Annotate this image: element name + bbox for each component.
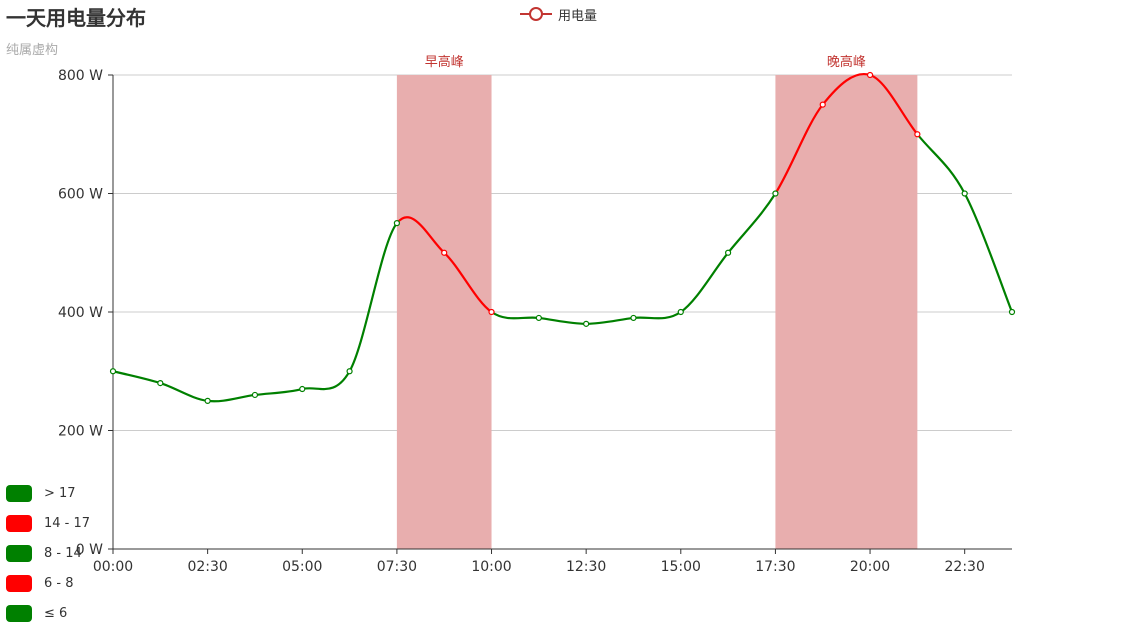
mark-area-label: 早高峰 <box>425 54 464 70</box>
data-point <box>914 131 921 138</box>
data-point <box>819 101 826 108</box>
data-point <box>441 249 448 256</box>
data-point <box>393 220 400 227</box>
y-tick-label: 200 W <box>58 424 103 440</box>
data-point <box>204 397 211 404</box>
series-line-segment <box>301 370 351 391</box>
data-point <box>251 391 259 399</box>
data-point <box>772 190 779 197</box>
y-tick-label: 0 W <box>76 542 103 558</box>
data-point <box>488 308 495 316</box>
y-tick-label: 800 W <box>58 68 103 84</box>
chart-subtitle: 纯属虚构 <box>6 43 59 58</box>
visual-map-label: > 17 <box>44 485 76 501</box>
mark-area <box>775 75 918 549</box>
series-line-segment <box>727 192 777 254</box>
visual-map-item[interactable]: 8 - 14 <box>6 538 90 568</box>
visual-map-label: 8 - 14 <box>44 545 82 561</box>
data-point <box>961 190 968 197</box>
series-line-segment <box>869 73 919 135</box>
x-tick-label: 07:30 <box>377 559 417 575</box>
data-point <box>725 249 732 256</box>
series-line-segment <box>633 311 682 320</box>
series-line-segment <box>112 370 161 385</box>
x-tick-label: 20:00 <box>850 559 890 575</box>
legend-item-usage[interactable]: 用电量 <box>520 4 597 24</box>
visual-map-item[interactable]: 6 - 8 <box>6 568 90 598</box>
visual-map-swatch <box>6 514 32 532</box>
visual-map-legend: > 17 14 - 17 8 - 14 6 - 8 ≤ 6 <box>6 478 90 628</box>
x-tick-label: 02:30 <box>187 559 227 575</box>
mark-area <box>396 75 492 549</box>
data-point <box>157 380 164 387</box>
series-line-segment <box>159 382 208 402</box>
legend-label: 用电量 <box>558 8 598 24</box>
visual-map-swatch <box>6 544 32 562</box>
data-point <box>109 368 117 375</box>
visual-map-label: ≤ 6 <box>44 605 68 621</box>
series-line-segment <box>680 252 729 313</box>
series-line-segment <box>254 387 303 397</box>
series-line-segment <box>538 316 587 325</box>
visual-map-swatch <box>6 574 32 592</box>
data-point <box>677 308 684 316</box>
visual-map-item[interactable]: ≤ 6 <box>6 598 90 628</box>
series-line-segment <box>916 133 966 195</box>
data-point <box>866 71 874 79</box>
visual-map-item[interactable]: 14 - 17 <box>6 508 90 538</box>
visual-map-swatch <box>6 484 32 502</box>
y-tick-label: 400 W <box>58 305 103 321</box>
data-point <box>346 368 353 375</box>
visual-map-label: 6 - 8 <box>44 575 74 591</box>
series-line-segment <box>490 311 539 320</box>
visual-map-label: 14 - 17 <box>44 515 91 531</box>
visual-map-swatch <box>6 604 32 622</box>
x-tick-label: 12:30 <box>566 559 606 575</box>
x-tick-label: 17:30 <box>755 559 795 575</box>
visual-map-item[interactable]: > 17 <box>6 478 90 508</box>
x-tick-label: 00:00 <box>93 559 133 575</box>
mark-area-label: 晚高峰 <box>827 54 866 70</box>
data-point <box>1008 308 1016 316</box>
series-line-segment <box>821 72 871 106</box>
series-line-segment <box>348 222 398 372</box>
series-line-segment <box>586 316 634 325</box>
x-tick-label: 10:00 <box>471 559 511 575</box>
data-point <box>630 314 637 322</box>
y-tick-label: 600 W <box>58 187 103 203</box>
series-line-segment <box>443 251 493 313</box>
data-point <box>583 320 590 327</box>
series-line-segment <box>774 103 824 195</box>
series-line-segment <box>207 393 256 403</box>
x-tick-label: 05:00 <box>282 559 322 575</box>
x-tick-label: 22:30 <box>945 559 985 575</box>
data-point <box>299 385 306 393</box>
series-line-segment <box>963 192 1014 313</box>
legend-line-circle-icon <box>520 7 552 21</box>
x-tick-label: 15:00 <box>661 559 701 575</box>
series-line-segment <box>396 216 445 254</box>
data-point <box>535 314 542 322</box>
chart-title: 一天用电量分布 <box>6 6 146 30</box>
